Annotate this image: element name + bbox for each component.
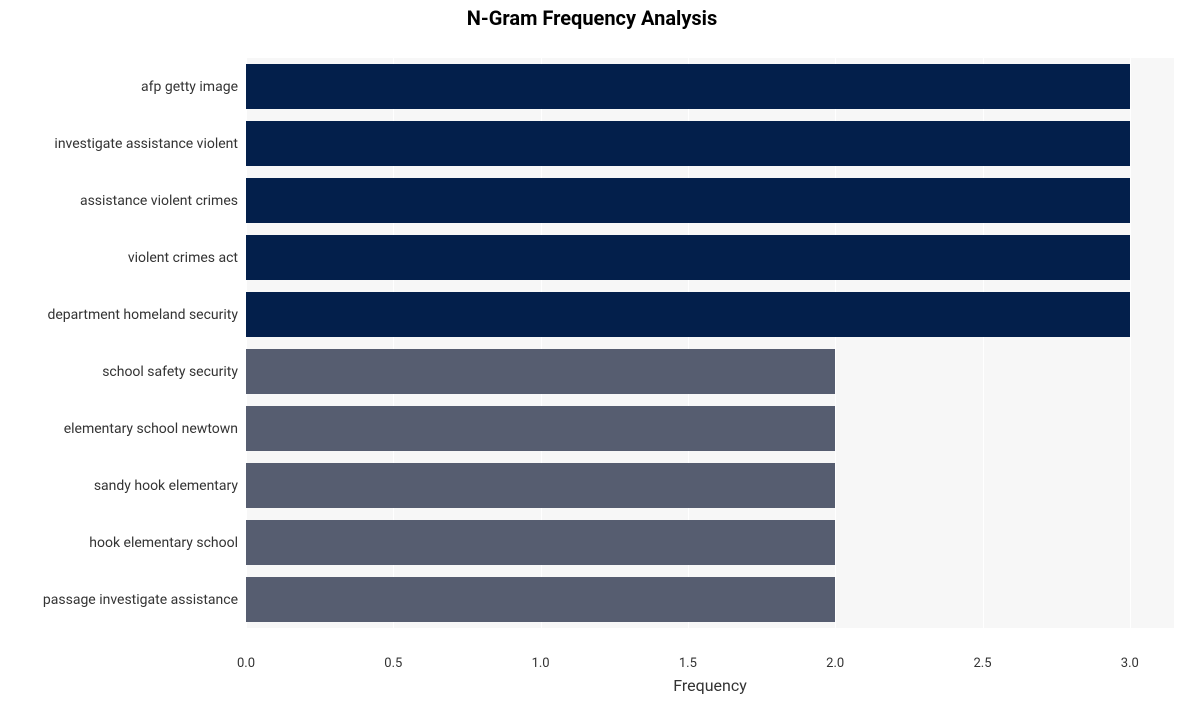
bar xyxy=(246,64,1130,108)
y-category-label: assistance violent crimes xyxy=(80,193,238,209)
bar xyxy=(246,292,1130,336)
bar xyxy=(246,577,835,621)
y-category-label: sandy hook elementary xyxy=(94,478,238,494)
x-tick-label: 1.0 xyxy=(532,656,550,671)
bar xyxy=(246,178,1130,222)
chart-title: N-Gram Frequency Analysis xyxy=(0,6,1184,30)
ngram-frequency-chart: N-Gram Frequency Analysis afp getty imag… xyxy=(0,0,1184,701)
y-axis-labels: afp getty image investigate assistance vi… xyxy=(0,36,246,650)
bar xyxy=(246,463,835,507)
y-category-label: passage investigate assistance xyxy=(43,592,238,608)
bar xyxy=(246,235,1130,279)
y-category-label: investigate assistance violent xyxy=(54,136,238,152)
x-tick-label: 2.5 xyxy=(973,656,991,671)
y-category-label: violent crimes act xyxy=(128,250,238,266)
y-category-label: hook elementary school xyxy=(89,535,238,551)
x-gridline xyxy=(1130,36,1131,650)
x-tick-label: 0.0 xyxy=(237,656,255,671)
bar xyxy=(246,406,835,450)
x-tick-label: 3.0 xyxy=(1121,656,1139,671)
x-tick-label: 1.5 xyxy=(679,656,697,671)
y-category-label: afp getty image xyxy=(141,79,238,95)
x-axis-tick-labels: 0.00.51.01.52.02.53.0 xyxy=(246,656,1174,676)
x-tick-label: 0.5 xyxy=(384,656,402,671)
bar xyxy=(246,520,835,564)
bar xyxy=(246,121,1130,165)
y-category-label: elementary school newtown xyxy=(64,421,238,437)
y-category-label: school safety security xyxy=(102,364,238,380)
plot-area xyxy=(246,36,1174,650)
y-category-label: department homeland security xyxy=(47,307,238,323)
x-axis-title: Frequency xyxy=(246,676,1174,695)
bar xyxy=(246,349,835,393)
x-tick-label: 2.0 xyxy=(826,656,844,671)
